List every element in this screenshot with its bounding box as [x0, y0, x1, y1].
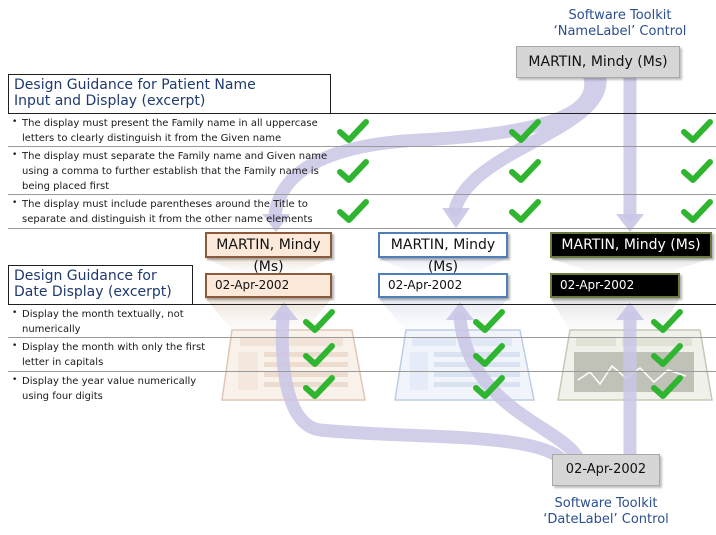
bullet-icon: • — [12, 117, 18, 127]
check-icon — [651, 375, 683, 399]
date-flow-arrowheads — [270, 302, 644, 320]
name-guidance-title-line1: Design Guidance for Patient Name — [14, 77, 256, 93]
date-guidance-title-line1: Design Guidance for — [14, 268, 157, 284]
namelabel-toolkit-title-line2: ‘NameLabel’ Control — [553, 24, 687, 39]
check-icon — [303, 309, 335, 333]
date-display-style-b: 02-Apr-2002 — [378, 273, 508, 298]
check-icon — [651, 343, 683, 367]
datelabel-toolkit-title: Software Toolkit ‘DateLabel’ Control — [506, 496, 706, 528]
check-icon — [681, 159, 713, 183]
date-guidance-item-text: Display the month with only the first le… — [22, 342, 206, 368]
name-guidance-item: • The display must separate the Family n… — [8, 147, 716, 195]
check-icon — [681, 199, 713, 223]
date-guidance-title-line2: Date Display (excerpt) — [14, 284, 172, 300]
check-icon — [303, 343, 335, 367]
date-display-style-c: 02-Apr-2002 — [550, 273, 680, 298]
bullet-icon: • — [12, 375, 18, 385]
name-guidance-item-text: The display must present the Family name… — [22, 118, 318, 144]
bullet-icon: • — [12, 150, 18, 160]
cone-a-name — [205, 258, 332, 272]
cone-c-date — [550, 298, 680, 330]
cone-b-name — [378, 258, 508, 272]
bullet-icon: • — [12, 341, 18, 351]
check-icon — [509, 159, 541, 183]
namelabel-toolkit-title-line1: Software Toolkit — [568, 8, 672, 23]
date-guidance-item: • Display the month textually, not numer… — [8, 304, 716, 338]
date-guidance-item-text: Display the year value numerically using… — [22, 376, 197, 402]
datelabel-toolkit-title-line2: ‘DateLabel’ Control — [543, 512, 669, 527]
check-icon — [303, 375, 335, 399]
check-icon — [337, 199, 369, 223]
datelabel-toolkit-title-line1: Software Toolkit — [554, 496, 658, 511]
datelabel-control-sample: 02-Apr-2002 — [552, 454, 660, 486]
name-flow-arrowheads — [262, 208, 644, 232]
cone-c-name — [550, 258, 712, 272]
check-icon — [473, 343, 505, 367]
check-icon — [473, 309, 505, 333]
check-icon — [509, 119, 541, 143]
namelabel-toolkit-title: Software Toolkit ‘NameLabel’ Control — [520, 8, 716, 40]
name-guidance-title: Design Guidance for Patient Name Input a… — [8, 74, 331, 114]
name-display-style-b: MARTIN, Mindy (Ms) — [378, 232, 508, 275]
check-icon — [473, 375, 505, 399]
check-icon — [509, 199, 541, 223]
check-icon — [337, 119, 369, 143]
name-guidance-item: • The display must present the Family na… — [8, 113, 716, 147]
name-guidance-item-text: The display must include parentheses aro… — [22, 199, 313, 225]
name-guidance-title-line2: Input and Display (excerpt) — [14, 93, 206, 109]
date-guidance-item: • Display the month with only the first … — [8, 338, 716, 372]
date-display-style-a: 02-Apr-2002 — [205, 273, 332, 298]
name-guidance-item-text: The display must separate the Family nam… — [22, 151, 328, 192]
date-guidance-item-text: Display the month textually, not numeric… — [22, 309, 184, 335]
check-icon — [651, 309, 683, 333]
check-icon — [337, 159, 369, 183]
bullet-icon: • — [12, 308, 18, 318]
namelabel-control-sample: MARTIN, Mindy (Ms) — [516, 46, 680, 78]
name-display-style-c: MARTIN, Mindy (Ms) — [550, 232, 712, 258]
cone-a-date — [205, 298, 332, 330]
name-guidance-item: • The display must include parentheses a… — [8, 195, 716, 229]
name-display-style-a: MARTIN, Mindy (Ms) — [205, 232, 332, 275]
date-guidance-title: Design Guidance for Date Display (excerp… — [8, 265, 193, 305]
bullet-icon: • — [12, 198, 18, 208]
date-guidance-item: • Display the year value numerically usi… — [8, 372, 716, 406]
check-icon — [681, 119, 713, 143]
